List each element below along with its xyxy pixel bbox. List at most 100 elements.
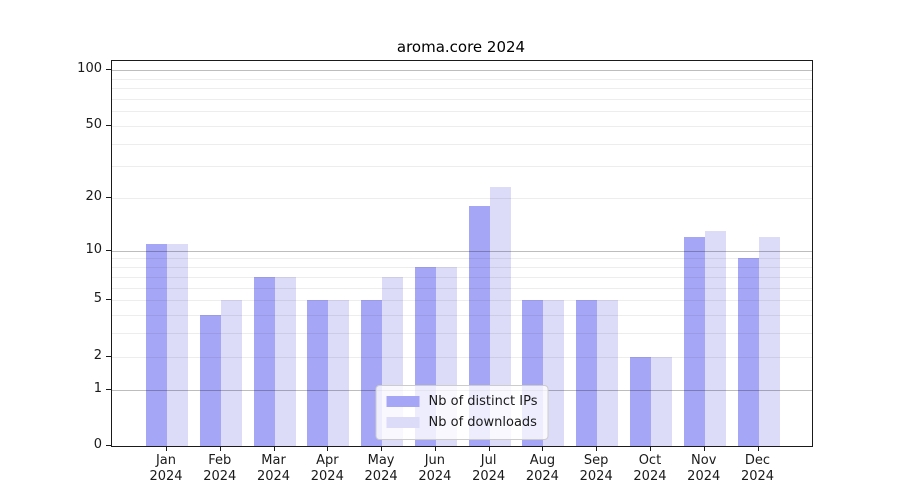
x-tick-month-apr: Apr — [316, 453, 339, 468]
bar-downloads-aug — [543, 300, 565, 446]
bar-distinct-ips-nov — [683, 237, 705, 446]
x-tick-label-sep: Sep 2024 — [566, 453, 626, 485]
x-tick-month-jan: Jan — [155, 453, 177, 468]
x-tick-month-mar: Mar — [261, 453, 286, 468]
gridline-minor-20 — [112, 198, 812, 200]
x-tick-month-sep: Sep — [583, 453, 609, 468]
x-tick-year-mar: 2024 — [256, 469, 291, 484]
x-tick-label-jan: Jan 2024 — [136, 453, 196, 485]
x-tick-label-dec: Dec 2024 — [728, 453, 788, 485]
x-tick-month-jun: Jun — [424, 453, 446, 468]
y-tick-label-20: 20 — [85, 189, 102, 205]
bar-downloads-oct — [650, 356, 672, 446]
bar-distinct-ips-sep — [576, 300, 598, 446]
bar-downloads-dec — [758, 237, 780, 446]
bar-distinct-ips-feb — [199, 314, 221, 446]
y-tick-100 — [106, 69, 111, 71]
bar-distinct-ips-apr — [307, 300, 329, 446]
legend-label-distinct-ips: Nb of distinct IPs — [428, 394, 538, 409]
x-tick-label-nov: Nov 2024 — [674, 453, 734, 485]
x-tick-year-nov: 2024 — [687, 469, 721, 484]
legend-swatch-downloads — [386, 417, 420, 428]
bar-distinct-ips-dec — [737, 258, 759, 446]
legend-item-distinct-ips: Nb of distinct IPs — [386, 391, 538, 412]
y-tick-20 — [106, 197, 111, 199]
legend-item-downloads: Nb of downloads — [386, 412, 538, 433]
y-tick-label-50: 50 — [85, 116, 102, 132]
y-tick-label-1: 1 — [93, 380, 102, 396]
y-tick-10 — [106, 249, 111, 251]
x-tick-jul — [488, 446, 490, 451]
bar-downloads-jan — [167, 243, 188, 446]
x-tick-month-dec: Dec — [744, 453, 771, 468]
y-tick-2 — [106, 355, 111, 357]
legend: Nb of distinct IPs Nb of downloads — [375, 385, 549, 440]
gridline-minor-30 — [112, 166, 812, 168]
y-tick-label-100: 100 — [77, 61, 102, 77]
x-tick-dec — [757, 446, 759, 451]
gridline-minor-70 — [112, 98, 812, 100]
x-tick-sep — [596, 446, 598, 451]
gridline-minor-90 — [112, 78, 812, 80]
bar-downloads-mar — [274, 276, 296, 446]
x-tick-year-jun: 2024 — [418, 469, 452, 484]
bar-downloads-sep — [597, 300, 619, 446]
chart-title: aroma.core 2024 — [396, 38, 526, 56]
x-tick-apr — [327, 446, 329, 451]
x-tick-year-aug: 2024 — [525, 469, 559, 484]
x-tick-month-feb: Feb — [208, 453, 232, 468]
x-tick-nov — [703, 446, 705, 451]
x-tick-aug — [542, 446, 544, 451]
y-tick-label-0: 0 — [93, 437, 102, 452]
y-tick-label-5: 5 — [93, 291, 102, 307]
x-tick-mar — [273, 446, 275, 451]
x-tick-month-may: May — [367, 453, 395, 468]
x-tick-year-oct: 2024 — [633, 469, 667, 484]
x-tick-label-jun: Jun 2024 — [405, 453, 465, 485]
x-tick-label-aug: Aug 2024 — [512, 453, 572, 485]
x-tick-year-feb: 2024 — [203, 469, 237, 484]
x-tick-feb — [219, 446, 221, 451]
x-tick-year-apr: 2024 — [310, 469, 344, 484]
x-tick-jun — [434, 446, 436, 451]
x-tick-label-oct: Oct 2024 — [620, 453, 680, 485]
y-tick-5 — [106, 299, 111, 301]
y-tick-0 — [106, 445, 111, 446]
x-tick-year-sep: 2024 — [579, 469, 613, 484]
x-tick-year-jan: 2024 — [149, 469, 183, 484]
y-tick-label-2: 2 — [93, 347, 102, 363]
y-tick-1 — [106, 388, 111, 390]
bar-downloads-nov — [704, 231, 726, 446]
x-tick-label-mar: Mar 2024 — [244, 453, 304, 485]
gridline-minor-40 — [112, 143, 812, 145]
y-tick-50 — [106, 124, 111, 126]
x-tick-month-aug: Aug — [529, 453, 556, 468]
bar-downloads-feb — [220, 300, 242, 446]
x-tick-year-jul: 2024 — [472, 469, 506, 484]
gridline-minor-80 — [112, 88, 812, 90]
x-tick-label-feb: Feb 2024 — [190, 453, 250, 485]
x-tick-oct — [649, 446, 651, 451]
x-tick-label-apr: Apr 2024 — [297, 453, 357, 485]
plot-area: Nb of distinct IPs Nb of downloads — [111, 60, 813, 447]
x-tick-label-may: May 2024 — [351, 453, 411, 485]
bar-downloads-apr — [328, 300, 350, 446]
x-tick-month-nov: Nov — [691, 453, 717, 468]
bar-distinct-ips-oct — [629, 356, 651, 446]
gridline-major-100 — [112, 70, 812, 72]
bar-downloads-jul — [489, 187, 511, 446]
x-tick-jan — [166, 446, 167, 451]
x-tick-year-may: 2024 — [364, 469, 398, 484]
legend-label-downloads: Nb of downloads — [428, 415, 537, 430]
y-tick-label-10: 10 — [85, 241, 102, 257]
x-tick-month-oct: Oct — [638, 453, 662, 468]
x-tick-year-dec: 2024 — [740, 469, 775, 484]
gridline-minor-50 — [112, 125, 812, 127]
gridline-minor-60 — [112, 111, 812, 113]
x-tick-may — [381, 446, 383, 451]
bar-distinct-ips-jan — [146, 243, 167, 446]
legend-swatch-distinct-ips — [386, 396, 420, 407]
bar-distinct-ips-mar — [253, 276, 275, 446]
x-tick-month-jul: Jul — [480, 453, 497, 468]
